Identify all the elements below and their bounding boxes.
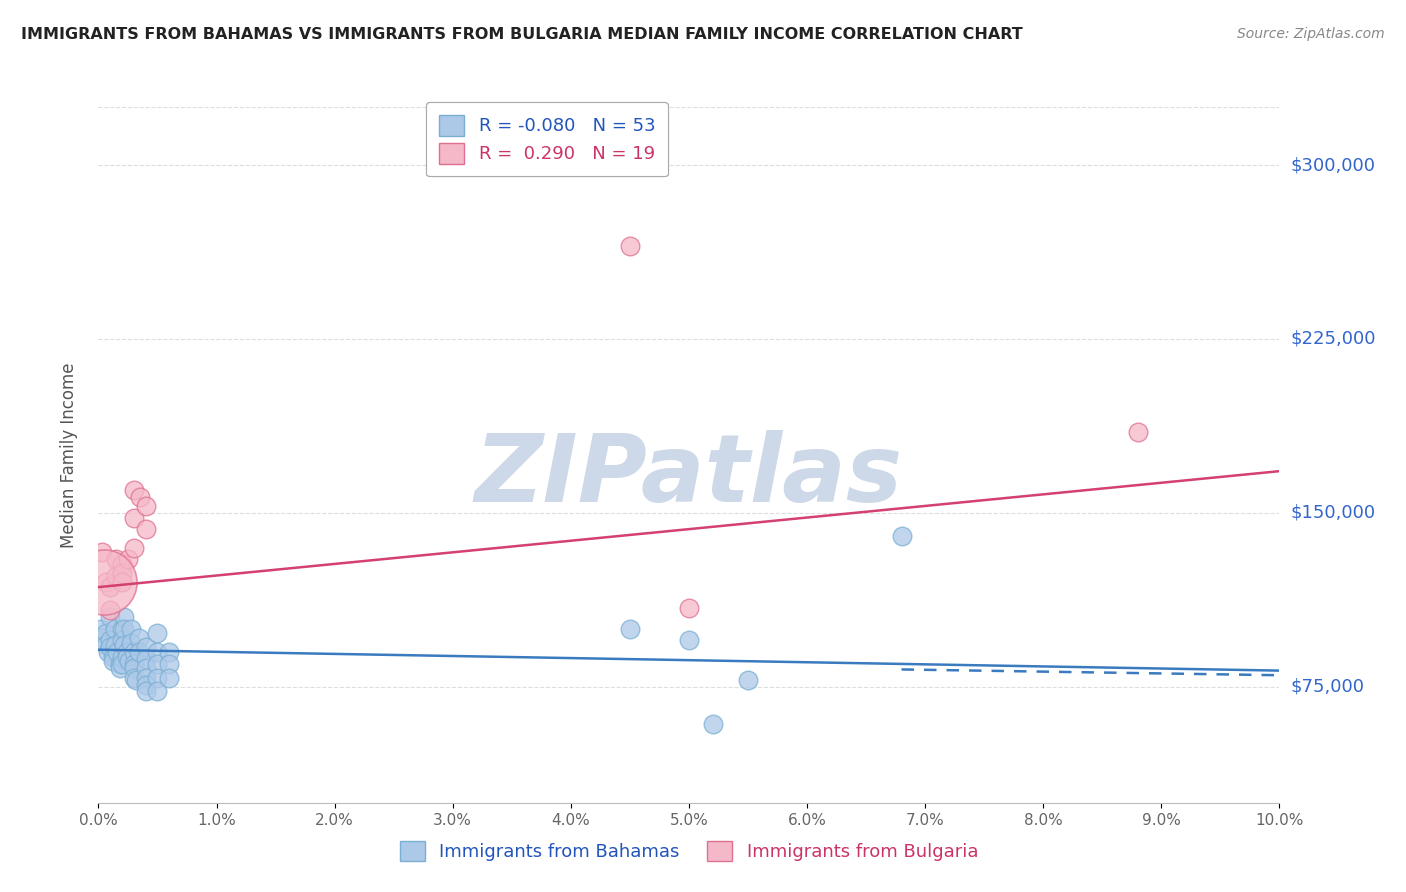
- Point: [128, 631, 150, 645]
- Point: [619, 622, 641, 636]
- Text: Source: ZipAtlas.com: Source: ZipAtlas.com: [1237, 27, 1385, 41]
- Point: [135, 661, 157, 675]
- Point: [146, 626, 169, 640]
- Point: [619, 239, 641, 253]
- Point: [105, 552, 128, 566]
- Point: [678, 601, 700, 615]
- Point: [98, 580, 121, 594]
- Point: [157, 645, 180, 659]
- Point: [125, 673, 148, 687]
- Point: [157, 671, 180, 685]
- Text: $75,000: $75,000: [1291, 678, 1365, 696]
- Point: [146, 671, 169, 685]
- Point: [146, 684, 169, 698]
- Point: [122, 541, 145, 555]
- Point: [94, 575, 117, 590]
- Point: [122, 657, 145, 671]
- Point: [115, 645, 138, 659]
- Point: [115, 649, 138, 664]
- Point: [146, 657, 169, 671]
- Point: [135, 684, 157, 698]
- Point: [108, 657, 131, 671]
- Point: [94, 638, 117, 652]
- Legend: Immigrants from Bahamas, Immigrants from Bulgaria: Immigrants from Bahamas, Immigrants from…: [387, 828, 991, 874]
- Point: [128, 645, 150, 659]
- Point: [94, 626, 117, 640]
- Point: [111, 633, 134, 648]
- Point: [135, 652, 157, 666]
- Point: [146, 645, 169, 659]
- Point: [157, 657, 180, 671]
- Point: [702, 717, 724, 731]
- Point: [1126, 425, 1149, 439]
- Text: IMMIGRANTS FROM BAHAMAS VS IMMIGRANTS FROM BULGARIA MEDIAN FAMILY INCOME CORRELA: IMMIGRANTS FROM BAHAMAS VS IMMIGRANTS FR…: [21, 27, 1022, 42]
- Point: [98, 640, 121, 655]
- Point: [117, 552, 139, 566]
- Point: [135, 499, 157, 513]
- Point: [101, 649, 124, 664]
- Point: [91, 631, 114, 645]
- Point: [105, 645, 128, 659]
- Point: [122, 645, 145, 659]
- Point: [111, 557, 134, 571]
- Point: [101, 654, 124, 668]
- Point: [111, 566, 134, 581]
- Point: [111, 622, 134, 636]
- Text: ZIPatlas: ZIPatlas: [475, 430, 903, 522]
- Point: [737, 673, 759, 687]
- Point: [112, 638, 135, 652]
- Point: [90, 622, 112, 636]
- Legend: R = -0.080   N = 53, R =  0.290   N = 19: R = -0.080 N = 53, R = 0.290 N = 19: [426, 103, 668, 177]
- Point: [135, 677, 157, 691]
- Y-axis label: Median Family Income: Median Family Income: [59, 362, 77, 548]
- Point: [112, 610, 135, 624]
- Point: [122, 510, 145, 524]
- Point: [118, 654, 141, 668]
- Point: [135, 640, 157, 655]
- Point: [111, 575, 134, 590]
- Point: [91, 545, 114, 559]
- Point: [104, 622, 127, 636]
- Point: [678, 633, 700, 648]
- Point: [111, 649, 134, 664]
- Point: [135, 671, 157, 685]
- Point: [121, 636, 143, 650]
- Point: [111, 657, 134, 671]
- Point: [97, 645, 120, 659]
- Point: [98, 633, 121, 648]
- Point: [98, 610, 121, 624]
- Point: [121, 622, 143, 636]
- Text: $150,000: $150,000: [1291, 504, 1375, 522]
- Point: [122, 661, 145, 675]
- Point: [122, 671, 145, 685]
- Point: [135, 522, 157, 536]
- Point: [108, 661, 131, 675]
- Point: [98, 603, 121, 617]
- Text: $225,000: $225,000: [1291, 330, 1376, 348]
- Point: [104, 638, 127, 652]
- Text: $300,000: $300,000: [1291, 156, 1375, 174]
- Point: [105, 568, 128, 582]
- Point: [93, 575, 115, 590]
- Point: [122, 483, 145, 497]
- Point: [128, 490, 150, 504]
- Point: [890, 529, 912, 543]
- Point: [112, 622, 135, 636]
